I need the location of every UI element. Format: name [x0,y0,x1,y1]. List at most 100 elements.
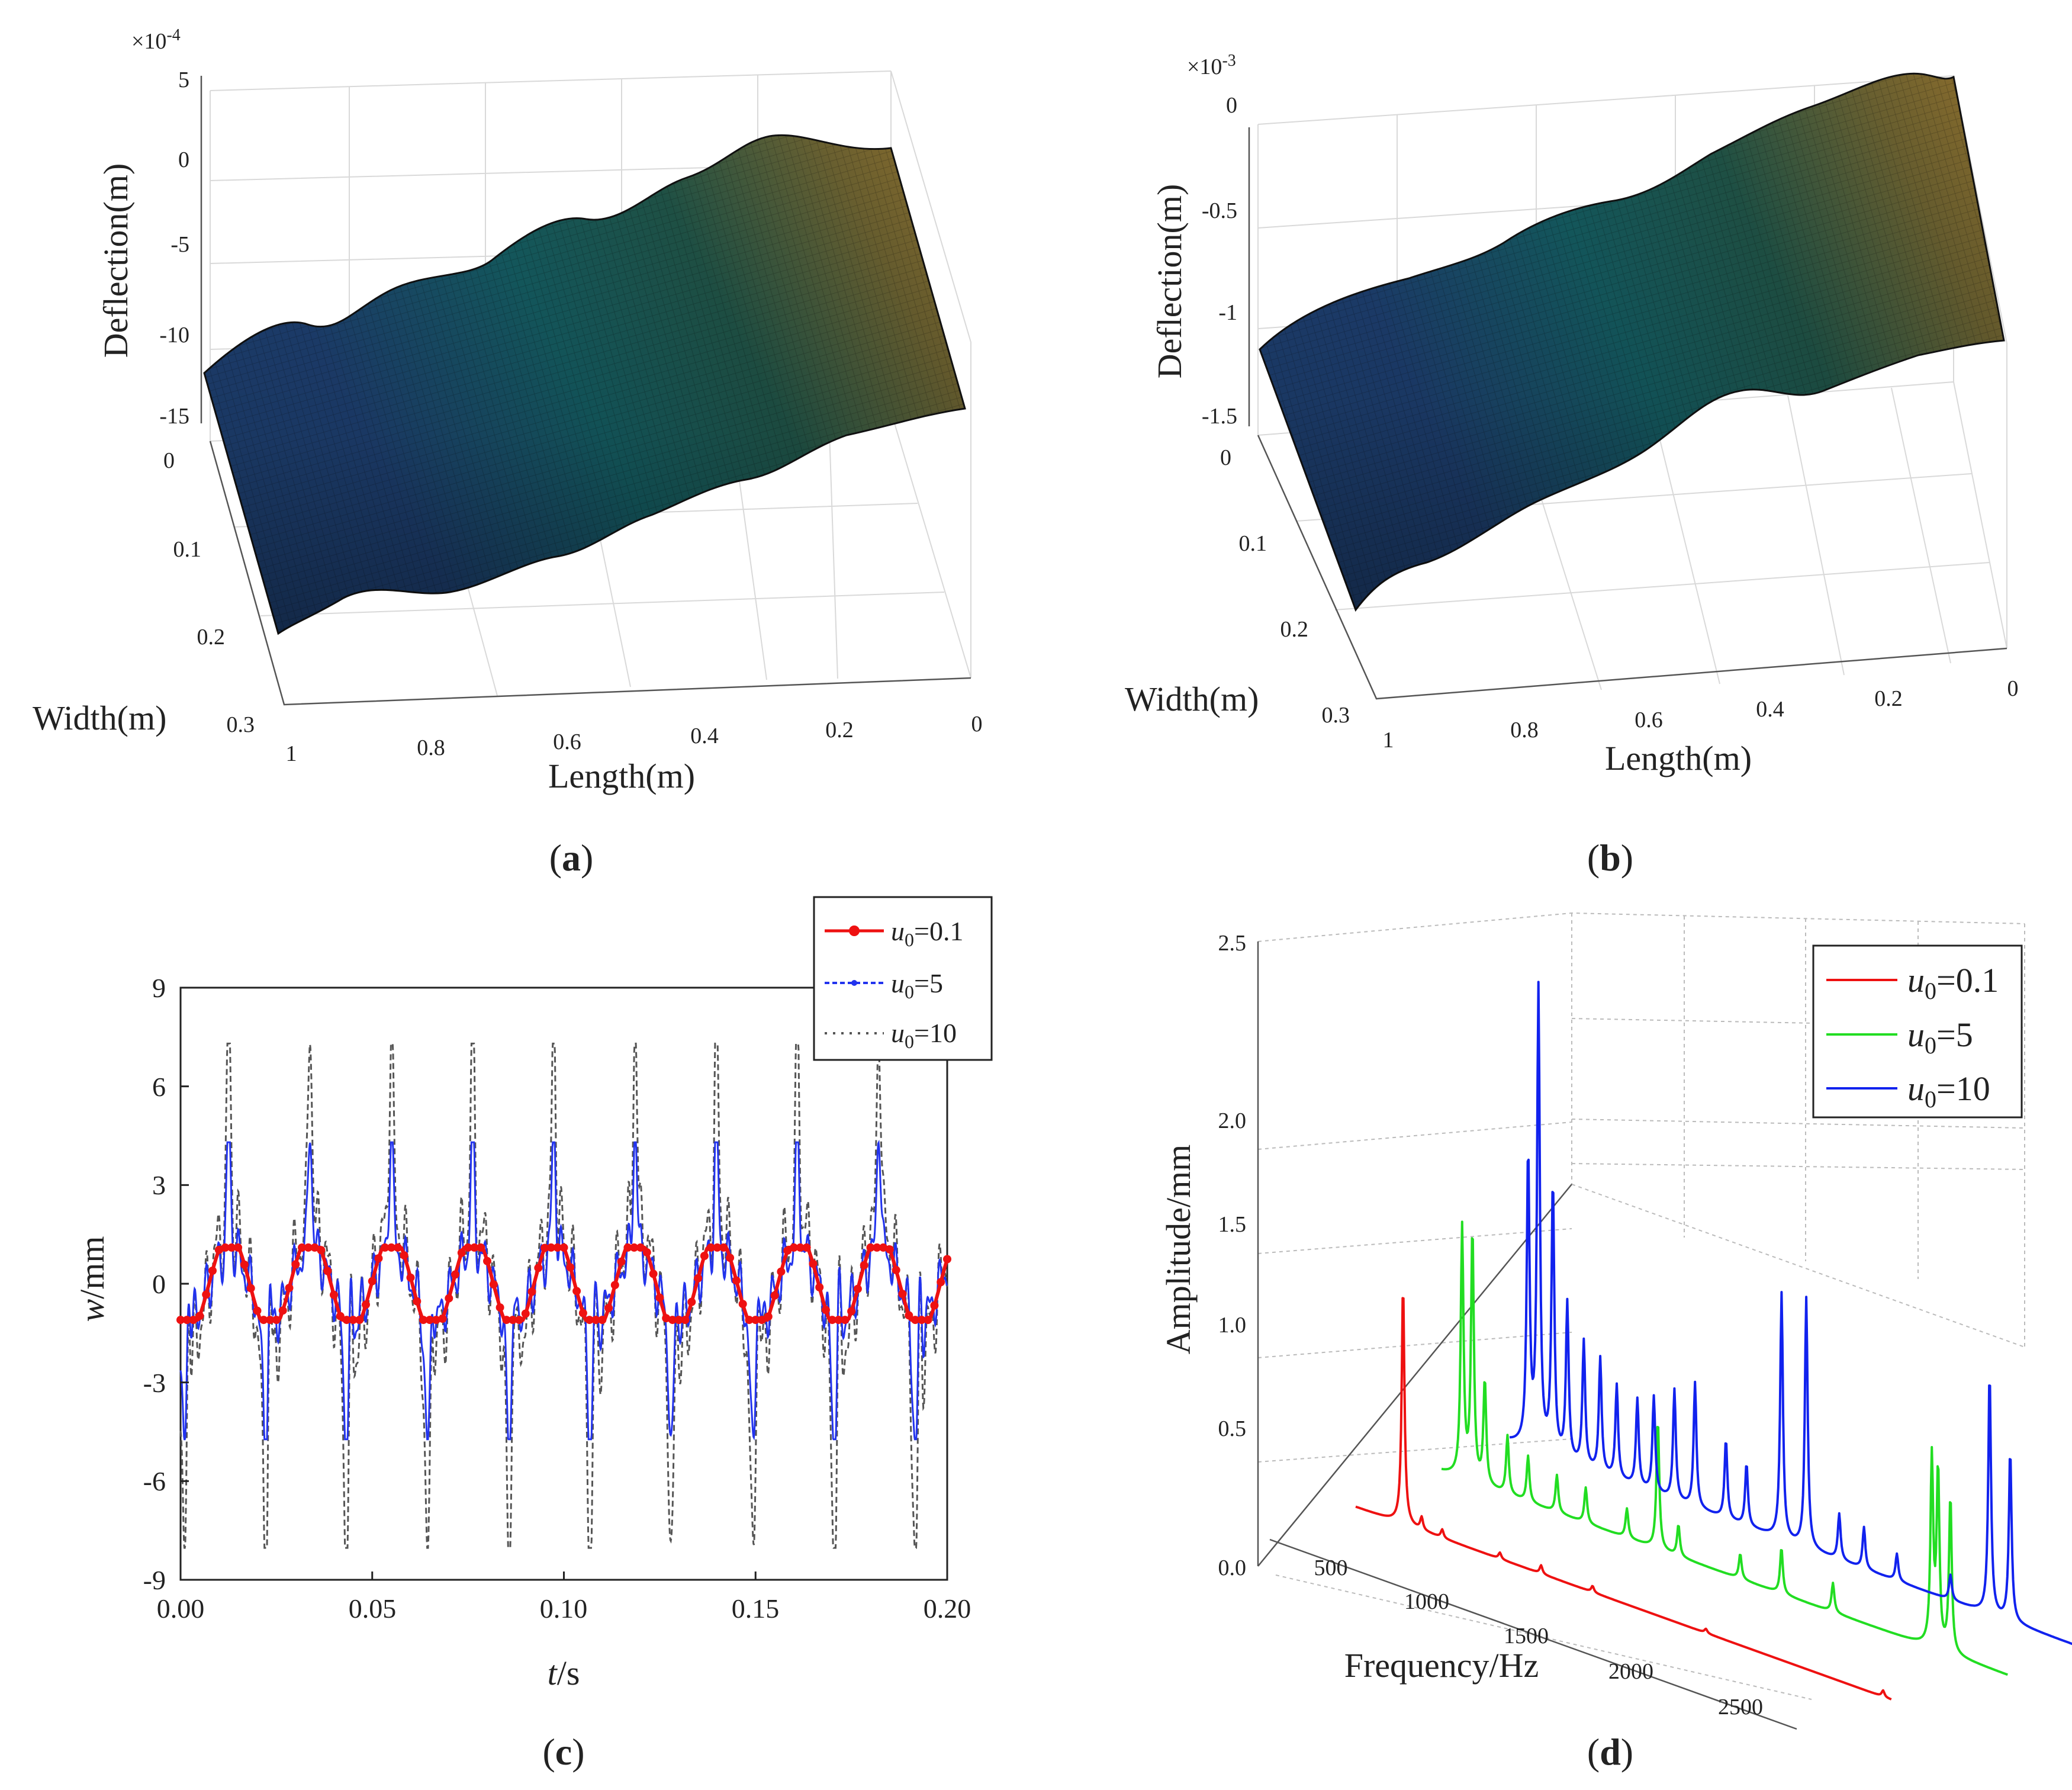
panel-c-point-u0-0.1 [393,1243,402,1252]
panel-c-point-u0-0.1 [202,1290,211,1299]
panel-c-point-u0-0.1 [540,1243,549,1252]
panel-c-point-u0-0.1 [873,1243,881,1252]
panel-b-xtick: 0.6 [1635,708,1663,732]
panel-c-point-u0-0.1 [278,1306,287,1315]
panel-b-ytick: 0.3 [1322,703,1350,728]
legend-label-d-u0-0.1: u0=0.1 [1907,961,1999,1004]
panel-c-point-u0-0.1 [457,1248,466,1257]
panel-c-point-u0-0.1 [623,1243,632,1252]
panel-c-point-u0-0.1 [259,1316,268,1325]
panel-c-point-u0-0.1 [336,1312,345,1320]
panel-c-ytick-label: 0 [152,1269,166,1299]
panel-c-ticks [179,986,948,1581]
panel-c-point-u0-0.1 [477,1243,485,1252]
panel-d-xtick-label: 1000 [1404,1589,1449,1614]
panel-c-point-u0-0.1 [885,1245,894,1254]
panel-c-point-u0-0.1 [790,1243,798,1252]
panel-a-surface [203,134,966,635]
panel-c-point-u0-0.1 [272,1316,281,1325]
panel-c-point-u0-0.1 [598,1316,607,1325]
panel-c-point-u0-0.1 [745,1316,754,1325]
legend-label-d-u0-5: u0=5 [1907,1015,1973,1059]
panel-c-point-u0-0.1 [368,1277,377,1286]
panel-c-point-u0-0.1 [214,1245,223,1254]
panel-c-ytick-label: -3 [143,1368,166,1398]
panel-b-ytick: 0 [1220,445,1231,470]
panel-c-point-u0-0.1 [425,1316,434,1325]
panel-c-point-u0-0.1 [796,1243,805,1252]
panel-c-ytick-label: -6 [143,1466,166,1496]
panel-c-point-u0-0.1 [700,1252,709,1260]
panel-b-ytick: 0.2 [1280,617,1309,642]
panel-c-point-u0-0.1 [189,1316,198,1325]
panel-a-xtick: 0.4 [690,724,719,748]
panel-c-point-u0-0.1 [642,1248,651,1256]
panel-c-point-u0-0.1 [310,1243,319,1252]
panel-c-point-u0-0.1 [234,1243,243,1252]
panel-c-point-u0-0.1 [834,1316,843,1325]
panel-c-point-u0-0.1 [770,1291,779,1300]
panel-d-legend: u0=0.1 u0=5 u0=10 [1812,944,2023,1119]
panel-b-ztick: 0 [1226,93,1237,118]
panel-c-point-u0-0.1 [694,1274,703,1283]
panel-c-point-u0-0.1 [879,1243,888,1252]
panel-c-point-u0-0.1 [566,1263,575,1272]
panel-c-point-u0-0.1 [585,1316,594,1325]
panel-a-xtick: 1 [286,741,297,766]
panel-c-point-u0-0.1 [400,1251,408,1260]
panel-b: ×10-3 0 -0.5 -1 -1.5 Deflection(m) 0 0.1… [1125,52,2019,879]
panel-c-point-u0-0.1 [432,1316,440,1325]
panel-d-xtick-label: 500 [1314,1556,1348,1580]
panel-c-point-u0-0.1 [604,1304,613,1312]
panel-c-point-u0-0.1 [330,1290,338,1299]
panel-a-label: (a) [549,837,594,879]
panel-c-point-u0-0.1 [860,1261,868,1270]
panel-c-point-u0-0.1 [496,1303,504,1312]
panel-d-xtick-label: 2000 [1608,1659,1653,1684]
panel-c-point-u0-0.1 [221,1243,230,1252]
panel-c-point-u0-0.1 [777,1267,786,1276]
panel-c-point-u0-0.1 [751,1316,760,1325]
panel-d-series-group [1355,981,2072,1701]
legend-label-d-u0-10: u0=10 [1907,1069,1990,1113]
legend-label-u0-0.1: u0=0.1 [891,916,963,950]
panel-c-point-u0-0.1 [738,1300,747,1309]
panel-c-point-u0-0.1 [246,1284,255,1293]
panel-c-point-u0-0.1 [559,1243,568,1252]
panel-c-point-u0-0.1 [924,1316,932,1325]
panel-c-point-u0-0.1 [687,1297,696,1306]
panel-b-xlabel: Length(m) [1605,739,1752,777]
panel-c-point-u0-0.1 [176,1316,185,1325]
panel-b-xtick: 0 [2007,676,2019,701]
panel-c-point-u0-0.1 [515,1316,523,1325]
panel-a-xtick: 0.8 [417,735,445,760]
panel-c-point-u0-0.1 [374,1254,383,1263]
panel-d-ztick-label: 1.5 [1218,1212,1247,1237]
panel-c-point-u0-0.1 [815,1283,824,1291]
panel-c-point-u0-0.1 [285,1284,294,1293]
panel-a-ztick: 5 [178,68,189,92]
panel-c-ytick-label: 6 [152,1072,166,1102]
panel-c-point-u0-0.1 [822,1306,830,1315]
panel-a-xtick: 0.2 [825,718,854,743]
panel-a-multiplier: ×10-4 [131,26,181,54]
panel-a-ztick: -10 [159,323,189,348]
panel-c-point-u0-0.1 [502,1316,511,1325]
panel-d-series-u0=0.1 [1355,1297,1892,1701]
panel-c-xtick-label: 0.05 [349,1593,397,1624]
panel-c-point-u0-0.1 [387,1243,396,1252]
panel-b-label: (b) [1587,837,1633,879]
panel-c-point-u0-0.1 [553,1243,562,1252]
panel-c-point-u0-0.1 [489,1280,498,1289]
panel-b-xtick: 0.8 [1510,718,1539,743]
panel-c-point-u0-0.1 [783,1246,792,1255]
panel-a-ytick: 0.1 [173,537,202,562]
panel-d: 0.0 0.5 1.0 1.5 2.0 2.5 500 1000 1500 20… [1159,912,2072,1773]
panel-b-zlabel: Deflection(m) [1150,184,1189,379]
panel-c-xtick-label: 0.10 [540,1593,588,1624]
panel-c-point-u0-0.1 [438,1315,447,1323]
panel-d-x-axis [1269,1538,1797,1730]
panel-c-point-u0-0.1 [713,1243,722,1252]
panel-c-series-u0=5 [179,1139,948,1441]
